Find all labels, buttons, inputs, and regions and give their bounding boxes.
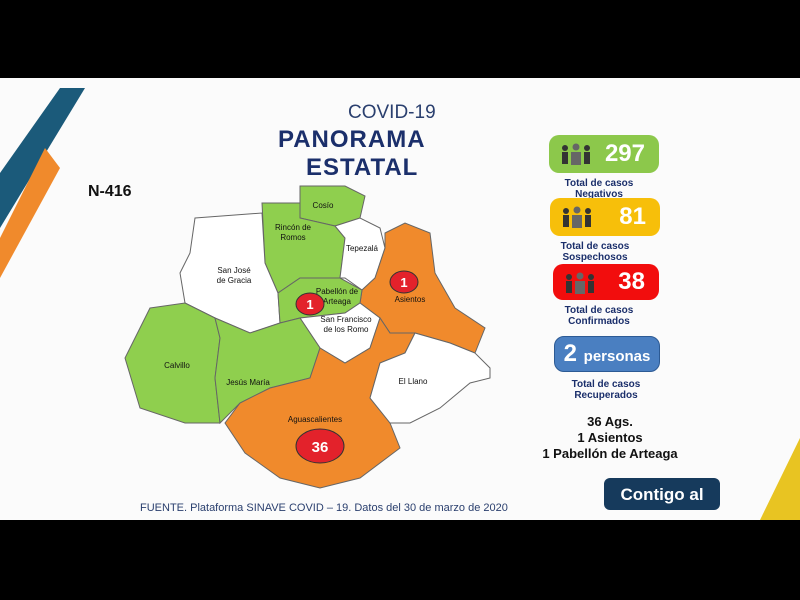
title-covid: COVID-19 xyxy=(348,102,436,123)
state-map: Cosío Rincón de Romos Tepezalá Asientos S… xyxy=(124,185,491,489)
svg-text:36: 36 xyxy=(312,439,329,456)
confirmados-value: 38 xyxy=(618,268,645,295)
region-el-llano[interactable] xyxy=(369,332,491,424)
marker-asientos[interactable]: 1 xyxy=(389,270,419,294)
region-aguascalientes[interactable] xyxy=(224,316,416,489)
sample-count: N-416 xyxy=(88,183,132,200)
card-confirmados: 38 xyxy=(553,264,659,300)
svg-text:1: 1 xyxy=(306,297,313,312)
title-estatal: ESTATAL xyxy=(306,154,419,181)
people-icon xyxy=(559,143,593,172)
label-calvillo: Calvillo xyxy=(164,361,190,370)
sospechosos-label: Total de casos Sospechosos xyxy=(560,241,630,263)
label-el-llano: El Llano xyxy=(399,377,428,386)
recuperados-unit: personas xyxy=(583,347,651,365)
marker-pabellon[interactable]: 1 xyxy=(295,292,325,316)
decor-stripe-orange xyxy=(0,148,60,278)
card-sospechosos: 81 xyxy=(550,198,660,236)
recuperados-label: Total de casos Recuperados xyxy=(571,379,641,401)
sospechosos-value: 81 xyxy=(619,203,646,230)
summary-line: 1 Pabellón de Arteaga xyxy=(542,446,678,461)
negativos-value: 297 xyxy=(604,140,645,167)
summary-line: 1 Asientos xyxy=(577,430,643,445)
title-panorama: PANORAMA xyxy=(278,126,426,153)
label-san-francisco: San Francisco de los Romo xyxy=(320,315,372,334)
card-recuperados: 2 personas xyxy=(554,336,660,372)
confirmados-label: Total de casos Confirmados xyxy=(564,305,634,327)
label-jesus-maria: Jesús María xyxy=(226,378,270,387)
decor-stripe-yellow xyxy=(760,438,800,520)
label-rincon-de-romos: Rincón de Romos xyxy=(275,223,312,242)
negativos-label: Total de casos Negativos xyxy=(564,178,634,200)
slide: COVID-19 PANORAMA ESTATAL N-416 Cosío Ri… xyxy=(0,78,800,520)
recuperados-value: 2 xyxy=(563,340,577,367)
label-cosio: Cosío xyxy=(313,201,334,210)
source-note: FUENTE. Plataforma SINAVE COVID – 19. Da… xyxy=(140,502,508,514)
label-pabellon: Pabellón de Arteaga xyxy=(316,287,359,306)
contigo-al-100-logo: Contigo al 100 xyxy=(604,478,720,520)
label-tepezala: Tepezalá xyxy=(346,244,379,253)
label-san-jose-de-gracia: San José de Gracia xyxy=(217,266,252,285)
people-icon xyxy=(563,272,597,301)
svg-text:1: 1 xyxy=(400,275,407,290)
decor xyxy=(0,88,800,520)
label-asientos: Asientos xyxy=(395,295,426,304)
summary-line: 36 Ags. xyxy=(587,414,633,429)
card-negativos: 297 xyxy=(549,135,659,173)
people-icon xyxy=(560,206,594,235)
label-aguascalientes: Aguascalientes xyxy=(288,415,342,424)
marker-aguascalientes[interactable]: 36 xyxy=(295,428,345,464)
case-summary: 36 Ags. 1 Asientos 1 Pabellón de Arteaga xyxy=(535,414,685,462)
